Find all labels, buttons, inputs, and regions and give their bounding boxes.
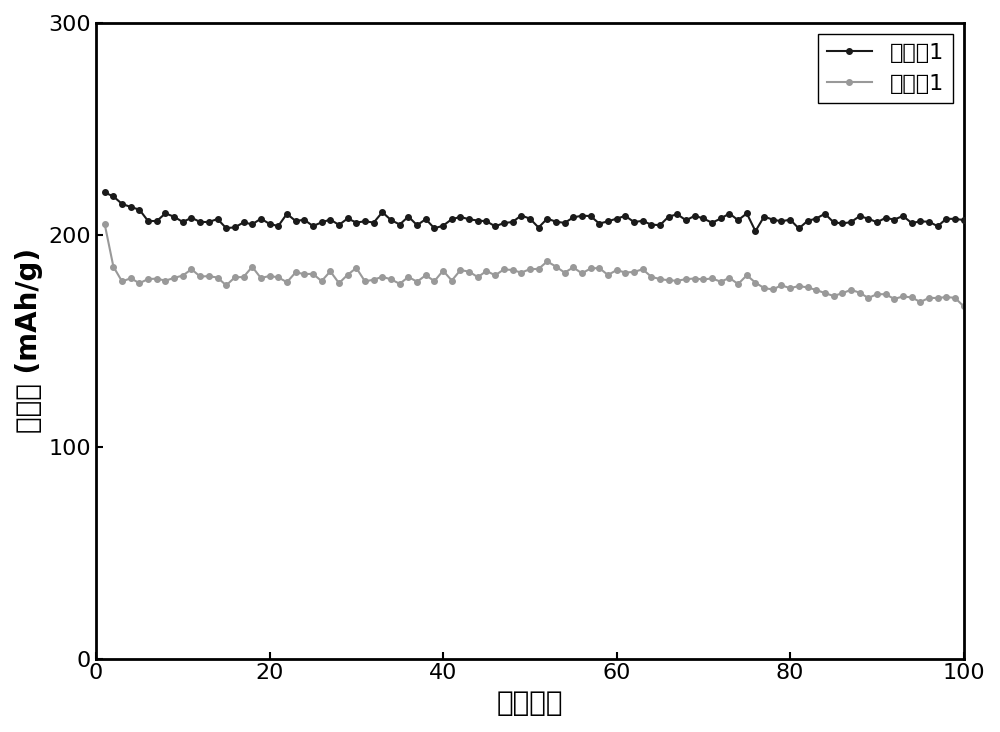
对比例1 [958, 302, 970, 310]
实施例1 [541, 214, 553, 223]
对比例1 [541, 257, 553, 266]
Y-axis label: 比容量 (mAh/g): 比容量 (mAh/g) [15, 248, 43, 433]
实施例1 [897, 212, 909, 220]
Line: 对比例1: 对比例1 [102, 222, 966, 309]
实施例1 [923, 217, 935, 226]
实施例1 [749, 227, 761, 236]
实施例1 [611, 214, 623, 223]
对比例1 [99, 220, 111, 228]
对比例1 [888, 294, 900, 303]
对比例1 [298, 269, 310, 278]
实施例1 [298, 215, 310, 224]
对比例1 [914, 298, 926, 307]
实施例1 [958, 216, 970, 225]
X-axis label: 循环圈数: 循环圈数 [497, 689, 563, 717]
Line: 实施例1: 实施例1 [102, 190, 966, 234]
实施例1 [99, 188, 111, 197]
实施例1 [264, 220, 276, 228]
对比例1 [611, 266, 623, 274]
对比例1 [264, 272, 276, 280]
Legend: 实施例1, 对比例1: 实施例1, 对比例1 [818, 34, 953, 103]
